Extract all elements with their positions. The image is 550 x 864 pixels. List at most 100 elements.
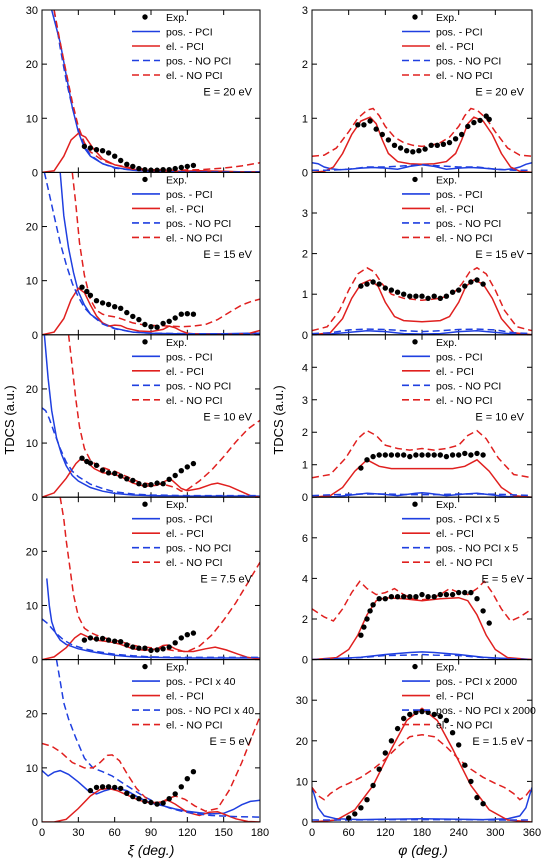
series-line-pos-nopci [55,659,260,818]
exp-point [99,300,106,306]
legend-label: Exp. [166,12,187,24]
exp-point [154,480,160,486]
exp-point [376,766,382,772]
exp-point [382,285,388,291]
legend-label: pos. - NO PCI [166,380,231,392]
exp-point [190,769,197,775]
exp-point [166,167,172,173]
legend-label: Exp. [166,662,187,674]
exp-point [480,452,486,458]
exp-point [142,645,148,651]
exp-point [480,608,486,614]
exp-point [449,730,456,736]
x-tick-label: 240 [449,827,467,839]
exp-point [124,161,130,167]
exp-point [87,292,94,298]
exp-point [184,776,190,782]
legend-label: Exp. [436,12,457,24]
exp-point [99,784,106,790]
exp-point [93,636,100,642]
legend-marker [142,339,148,345]
legend-label: pos. - NO PCI x 40 [166,705,254,717]
exp-point [388,287,395,293]
exp-point [462,450,468,457]
exp-point [136,165,142,172]
legend-label: el. - NO PCI [436,70,493,82]
y-tick-label: 0 [32,330,38,342]
legend: Exp. pos. - PCI el. - PCI pos. - NO PCI el. … [402,174,525,261]
exp-point [394,594,401,600]
exp-point [99,148,106,154]
exp-point [148,647,154,654]
exp-point [446,139,453,146]
exp-point [166,644,172,650]
exp-point [130,477,136,484]
exp-point [419,708,425,715]
exp-point [416,148,422,154]
exp-point [87,145,94,151]
legend-label: pos. - NO PCI [436,380,501,392]
x-tick-label: 180 [413,827,431,839]
legend-label: pos. - NO PCI [436,56,501,68]
right-y-axis-label: TDCS (a.u.) [271,385,286,454]
exp-point [401,291,407,297]
exp-point [367,608,373,614]
legend: Exp. pos. - PCI el. - PCI pos. - NO PCI el. … [132,12,253,99]
legend: Exp. pos. - PCI el. - PCI pos. - NO PCI el. … [402,337,525,423]
exp-point [81,637,88,643]
exp-point [376,452,382,458]
y-tick-label: 2 [302,427,308,439]
series-line-pos-nopci [312,164,532,171]
exp-point [394,725,401,732]
x-tick-label: 60 [109,827,121,839]
x-tick-label: 150 [214,827,232,839]
exp-point [93,298,100,304]
exp-point [81,143,88,150]
exp-point [486,620,492,626]
exp-point [358,465,364,471]
exp-point [373,126,379,132]
legend-label: pos. - NO PCI [436,218,501,230]
exp-point [462,283,468,289]
exp-point [130,163,136,170]
exp-point [471,119,477,126]
exp-point [401,715,407,722]
y-tick-label: 3 [302,208,308,220]
y-tick-label: 2 [302,249,308,261]
exp-point [407,711,413,718]
exp-point [370,782,376,789]
exp-point [172,315,178,321]
legend: Exp. pos. - PCI x 40 el. - PCI pos. - NO PC… [132,662,254,748]
energy-label: E = 5 eV [209,736,252,748]
exp-point [112,304,118,310]
x-tick-label: 120 [178,827,196,839]
series-line-pos-nopci [43,172,260,335]
energy-label: E = 20 eV [475,87,524,99]
energy-label: E = 20 eV [203,87,252,99]
exp-point [172,640,178,646]
exp-point [370,279,376,285]
y-tick-label: 10 [26,438,38,450]
legend-label: pos. - NO PCI x 2000 [436,705,536,717]
x-tick-label: 180 [251,827,269,839]
legend-label: el. - NO PCI [166,557,223,569]
exp-point [93,462,100,468]
exp-point [388,738,395,744]
exp-point [142,321,148,328]
x-tick-label: 60 [343,827,355,839]
y-tick-label: 4 [302,573,308,585]
exp-point [105,301,112,308]
legend-label: Exp. [166,499,187,511]
panel-R1: 0 1 2 3 Exp. pos. - PCI el. - PCI pos. - NO PCI… [302,5,533,179]
exp-point [419,452,425,458]
legend-marker [142,176,148,183]
exp-point [130,644,136,650]
exp-point [87,787,94,794]
y-tick-label: 1 [302,113,308,125]
exp-point [358,805,364,811]
exp-point [443,591,450,598]
exp-point [190,311,197,317]
legend-marker [142,663,148,670]
legend-label: el. - NO PCI [436,720,493,732]
